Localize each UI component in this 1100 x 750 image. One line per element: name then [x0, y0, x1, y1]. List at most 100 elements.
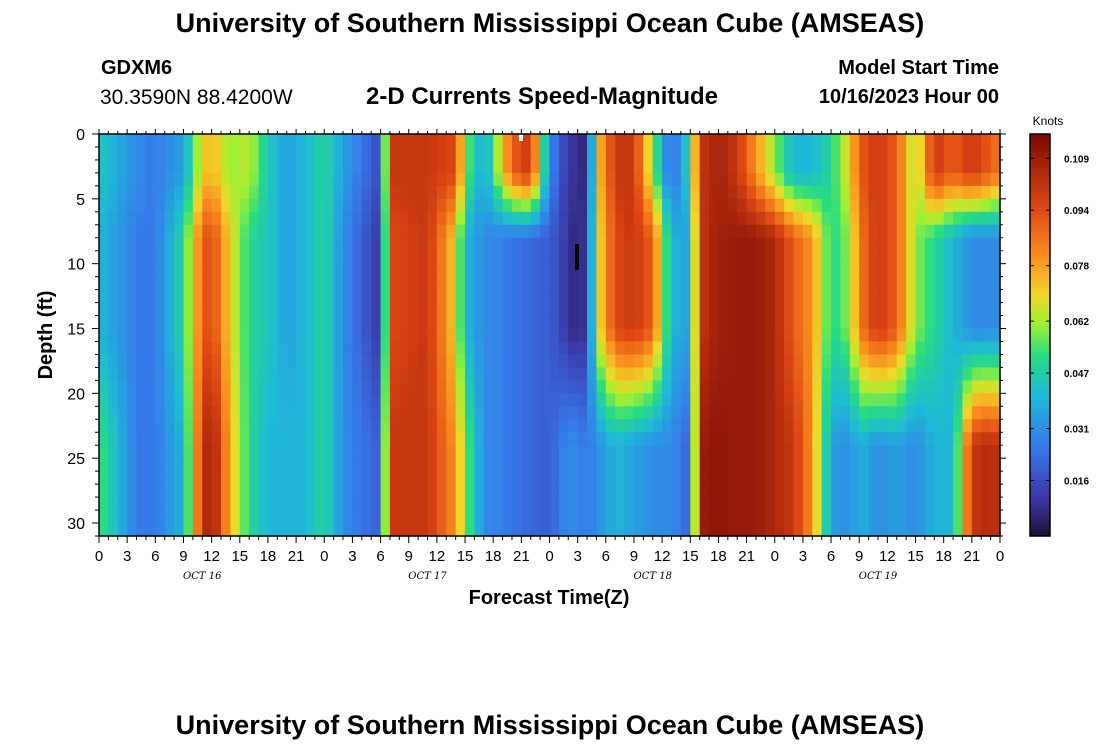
- heatmap-cell: [314, 289, 325, 304]
- heatmap-cell: [699, 497, 710, 511]
- heatmap-cell: [530, 484, 541, 498]
- heatmap-cell: [784, 380, 795, 394]
- heatmap-cell: [343, 367, 354, 381]
- heatmap-cell: [868, 224, 879, 239]
- colorbar-step: [1030, 214, 1050, 219]
- heatmap-cell: [352, 237, 363, 252]
- heatmap-cell: [483, 458, 494, 472]
- heatmap-cell: [202, 458, 213, 472]
- heatmap-cell: [605, 510, 616, 524]
- heatmap-cell: [840, 263, 851, 278]
- heatmap-cell: [859, 302, 870, 317]
- heatmap-cell: [333, 354, 344, 369]
- heatmap-cell: [755, 198, 766, 213]
- heatmap-cell: [859, 380, 870, 394]
- heatmap-cell: [164, 302, 175, 317]
- x-tick-label: 6: [376, 548, 384, 565]
- heatmap-cell: [746, 172, 757, 187]
- x-tick-label: 6: [827, 548, 835, 565]
- heatmap-cell: [962, 172, 973, 187]
- heatmap-cell: [981, 523, 992, 537]
- heatmap-cell: [859, 185, 870, 200]
- heatmap-cell: [314, 523, 325, 537]
- heatmap-cell: [286, 445, 297, 459]
- heatmap-cell: [953, 380, 964, 394]
- heatmap-cell: [230, 354, 241, 369]
- heatmap-cell: [352, 159, 363, 174]
- heatmap-cell: [371, 315, 382, 330]
- heatmap-cell: [305, 393, 316, 407]
- heatmap-cell: [455, 367, 466, 381]
- heatmap-cell: [493, 276, 504, 291]
- heatmap-cell: [127, 237, 138, 252]
- heatmap-cell: [662, 406, 673, 420]
- heatmap-cell: [727, 302, 738, 317]
- heatmap-cell: [202, 367, 213, 381]
- heatmap-cell: [127, 341, 138, 356]
- heatmap-cell: [239, 523, 250, 537]
- heatmap-cell: [887, 510, 898, 524]
- heatmap-cell: [239, 406, 250, 420]
- heatmap-cell: [718, 224, 729, 239]
- heatmap-cell: [596, 484, 607, 498]
- heatmap-cell: [183, 211, 194, 226]
- heatmap-cell: [324, 172, 335, 187]
- heatmap-cell: [380, 224, 391, 239]
- heatmap-cell: [343, 224, 354, 239]
- colorbar-step: [1030, 505, 1050, 510]
- heatmap-cell: [596, 471, 607, 485]
- heatmap-cell: [446, 237, 457, 252]
- heatmap-cell: [812, 276, 823, 291]
- heatmap-cell: [887, 419, 898, 433]
- heatmap-cell: [530, 276, 541, 291]
- heatmap-cell: [483, 159, 494, 174]
- colorbar-step: [1030, 321, 1050, 326]
- heatmap-cell: [183, 497, 194, 511]
- heatmap-cell: [774, 458, 785, 472]
- heatmap-cell: [314, 302, 325, 317]
- heatmap-cell: [755, 341, 766, 356]
- heatmap-cell: [474, 484, 485, 498]
- heatmap-cell: [221, 250, 231, 265]
- heatmap-cell: [877, 341, 888, 356]
- heatmap-cell: [934, 185, 945, 200]
- heatmap-cell: [474, 341, 485, 356]
- heatmap-cell: [502, 445, 513, 459]
- heatmap-cell: [784, 172, 795, 187]
- colorbar-step: [1030, 180, 1050, 185]
- colorbar-step: [1030, 150, 1050, 155]
- heatmap-cell: [221, 458, 231, 472]
- heatmap-cell: [493, 406, 504, 420]
- heatmap-cell: [924, 354, 935, 369]
- heatmap-cell: [690, 250, 701, 265]
- heatmap-cell: [540, 432, 551, 446]
- heatmap-cell: [380, 523, 391, 537]
- heatmap-cell: [962, 445, 973, 459]
- heatmap-cell: [587, 302, 598, 317]
- heatmap-cell: [784, 134, 795, 148]
- heatmap-cell: [371, 289, 382, 304]
- heatmap-cell: [624, 471, 635, 485]
- heatmap-cell: [540, 276, 551, 291]
- heatmap-cell: [389, 367, 400, 381]
- heatmap-cell: [643, 237, 654, 252]
- heatmap-cell: [924, 211, 935, 226]
- heatmap-cell: [399, 393, 410, 407]
- heatmap-cell: [812, 302, 823, 317]
- heatmap-cell: [427, 263, 438, 278]
- heatmap-cell: [765, 198, 776, 213]
- heatmap-cell: [624, 328, 635, 343]
- heatmap-cell: [230, 211, 241, 226]
- heatmap-cell: [680, 302, 691, 317]
- heatmap-cell: [699, 380, 710, 394]
- heatmap-cell: [577, 393, 588, 407]
- heatmap-cell: [493, 289, 504, 304]
- heatmap-cell: [108, 263, 119, 278]
- heatmap-cell: [333, 185, 344, 200]
- heatmap-cell: [136, 211, 147, 226]
- colorbar-step: [1030, 281, 1050, 286]
- heatmap-cell: [840, 393, 851, 407]
- heatmap-cell: [183, 250, 194, 265]
- heatmap-cell: [530, 172, 541, 187]
- heatmap-cell: [399, 445, 410, 459]
